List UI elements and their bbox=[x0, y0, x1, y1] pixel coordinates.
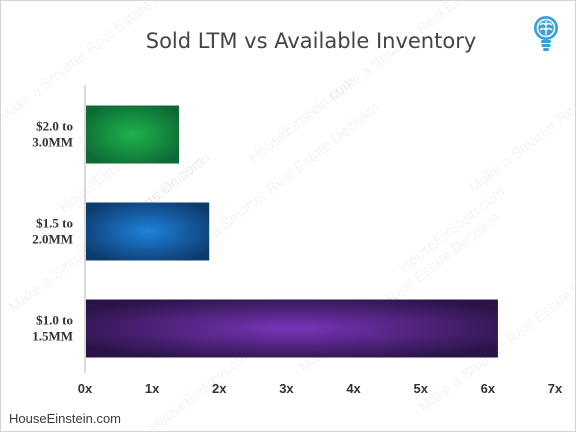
x-tick-label-1: 1x bbox=[145, 381, 160, 396]
category-label-2-line1: $1.0 to bbox=[36, 313, 73, 328]
category-label-2-line2: 1.5MM bbox=[32, 329, 73, 344]
footer-source: HouseEinstein.com bbox=[9, 411, 121, 426]
category-label-0-line2: 3.0MM bbox=[32, 135, 73, 150]
category-label-1-line1: $1.5 to bbox=[36, 216, 73, 231]
x-tick-label-4: 4x bbox=[346, 381, 361, 396]
x-tick-label-6: 6x bbox=[481, 381, 496, 396]
chart-title: Sold LTM vs Available Inventory bbox=[145, 29, 477, 53]
x-tick-label-7: 7x bbox=[548, 381, 563, 396]
x-tick-label-3: 3x bbox=[279, 381, 294, 396]
category-label-0-line1: $2.0 to bbox=[36, 119, 73, 134]
bar-0 bbox=[86, 105, 179, 164]
x-tick-label-2: 2x bbox=[212, 381, 227, 396]
category-label-1-line2: 2.0MM bbox=[32, 232, 73, 247]
x-tick-label-5: 5x bbox=[413, 381, 428, 396]
lightbulb-brain-icon bbox=[534, 16, 558, 51]
bar-2 bbox=[86, 299, 498, 358]
bar-1 bbox=[86, 202, 210, 261]
x-tick-label-0: 0x bbox=[78, 381, 93, 396]
